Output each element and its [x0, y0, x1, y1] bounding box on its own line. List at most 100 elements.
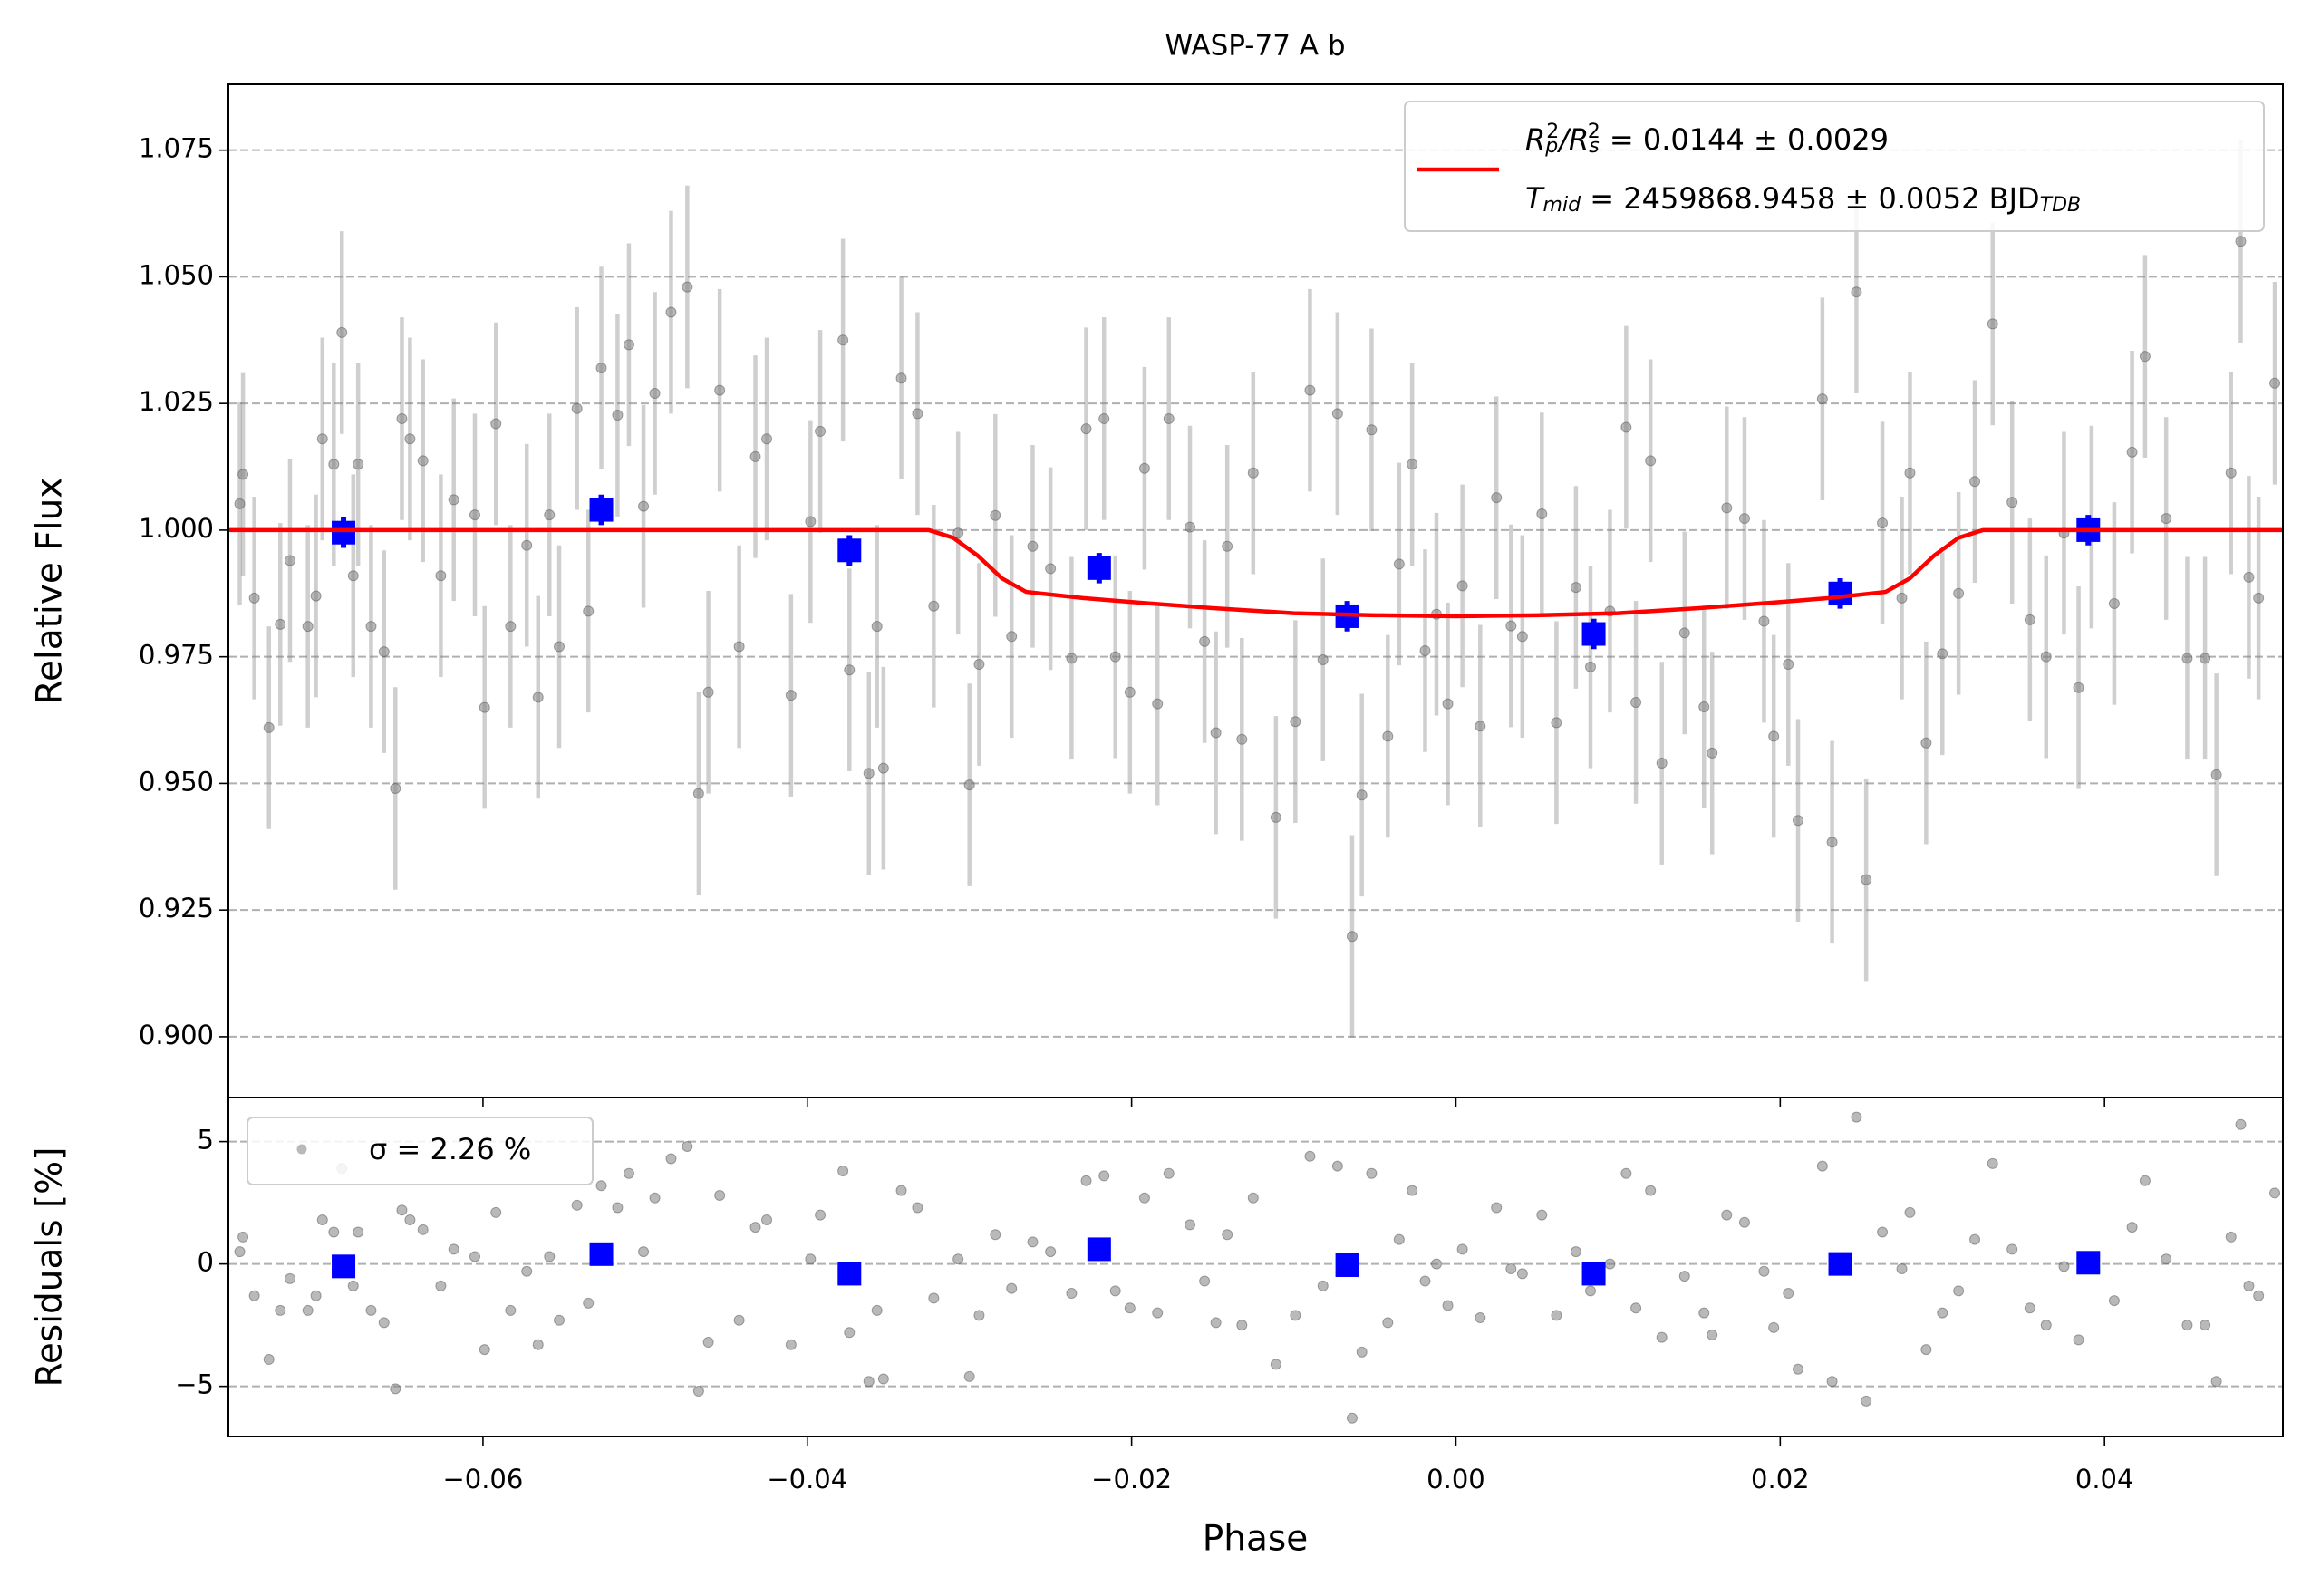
data-point: [1904, 467, 1916, 479]
residual-point: [1656, 1331, 1668, 1343]
data-point: [234, 498, 246, 509]
data-point: [435, 570, 447, 582]
residual-point: [1006, 1282, 1018, 1294]
x-tick-label: 0.02: [1751, 1464, 1810, 1494]
binned-point: [589, 1242, 614, 1266]
residual-point: [263, 1353, 275, 1365]
residual-point: [1783, 1288, 1794, 1300]
residual-point: [302, 1304, 314, 1316]
data-point: [1656, 758, 1668, 769]
binned-point: [1581, 1262, 1606, 1286]
binned-point: [1581, 622, 1606, 646]
plot-area: [228, 140, 2283, 1039]
residual-point: [1645, 1185, 1657, 1196]
y-tick-label: 1.050: [139, 259, 214, 290]
data-point: [1877, 517, 1889, 529]
data-point: [1407, 459, 1418, 470]
residual-point: [749, 1222, 761, 1233]
residual-point: [1210, 1317, 1222, 1329]
residual-point: [761, 1214, 773, 1226]
residual-point: [1896, 1263, 1908, 1275]
residual-point: [521, 1265, 533, 1277]
data-point: [1721, 502, 1733, 514]
residual-point: [404, 1214, 416, 1226]
residual-point: [1920, 1344, 1932, 1356]
residual-point: [1199, 1275, 1211, 1287]
y-tick-label: −5: [175, 1369, 214, 1400]
data-point: [963, 779, 975, 791]
data-point: [328, 459, 340, 470]
data-point: [1152, 698, 1164, 710]
data-point: [815, 425, 827, 437]
residual-point: [353, 1226, 364, 1238]
data-point: [1645, 455, 1657, 467]
data-point: [1516, 631, 1528, 643]
binned-point: [332, 1254, 356, 1279]
residual-point: [1630, 1302, 1642, 1314]
data-point: [2108, 597, 2120, 609]
residual-point: [837, 1166, 849, 1177]
data-point: [1816, 393, 1828, 405]
residual-point: [665, 1153, 677, 1165]
residual-point: [1270, 1359, 1281, 1370]
residual-point: [365, 1304, 377, 1316]
residual-point: [448, 1243, 459, 1255]
data-point: [490, 418, 502, 430]
data-point: [649, 387, 661, 399]
residual-point: [2253, 1290, 2265, 1301]
residual-point: [595, 1180, 607, 1192]
residual-point: [1904, 1206, 1916, 1218]
data-point: [2139, 351, 2151, 363]
axes-frame: [227, 1097, 2284, 1437]
residual-point: [815, 1209, 827, 1221]
data-point: [448, 494, 459, 506]
residual-point: [2024, 1302, 2035, 1314]
residual-point: [1826, 1376, 1838, 1388]
residual-point: [2073, 1334, 2084, 1346]
residual-point: [1163, 1167, 1175, 1179]
data-point: [1138, 462, 1150, 474]
residual-point: [2181, 1320, 2193, 1331]
residual-point: [1290, 1310, 1301, 1321]
data-point: [1920, 737, 1932, 749]
data-point: [1163, 412, 1175, 424]
residual-point: [1851, 1111, 1862, 1123]
data-point: [837, 334, 849, 346]
data-point: [1419, 644, 1431, 656]
data-point: [1707, 747, 1718, 759]
residual-point: [863, 1376, 875, 1388]
data-point: [571, 402, 583, 414]
data-point: [1199, 635, 1211, 647]
data-point: [1027, 540, 1039, 552]
residual-point: [469, 1251, 480, 1262]
data-point: [378, 646, 390, 658]
residual-point: [2243, 1280, 2255, 1291]
residual-point: [2058, 1261, 2070, 1272]
data-point: [1896, 592, 1908, 604]
residual-point: [544, 1251, 556, 1262]
data-point: [844, 664, 856, 676]
data-point: [952, 527, 964, 539]
data-point: [2006, 497, 2018, 508]
data-point: [1109, 651, 1121, 663]
data-point: [347, 570, 359, 582]
x-tick-label: −0.02: [1091, 1464, 1172, 1494]
binned-point: [2076, 1251, 2101, 1275]
residual-point: [2225, 1231, 2237, 1243]
residual-point: [805, 1253, 817, 1265]
residual-point: [310, 1290, 322, 1301]
data-point: [1738, 513, 1750, 525]
residual-point: [1407, 1185, 1418, 1196]
residual-point: [1620, 1167, 1632, 1179]
data-point: [544, 509, 556, 521]
residual-point: [990, 1229, 1001, 1241]
data-point: [532, 692, 544, 703]
data-point: [1937, 648, 1948, 660]
y-tick-label: 0: [198, 1247, 214, 1278]
data-point: [1382, 730, 1394, 742]
data-point: [895, 372, 907, 384]
data-point: [1210, 727, 1222, 739]
residual-point: [952, 1253, 964, 1265]
data-point: [248, 592, 260, 604]
